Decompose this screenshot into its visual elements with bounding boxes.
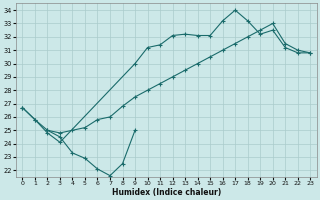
X-axis label: Humidex (Indice chaleur): Humidex (Indice chaleur) (112, 188, 221, 197)
